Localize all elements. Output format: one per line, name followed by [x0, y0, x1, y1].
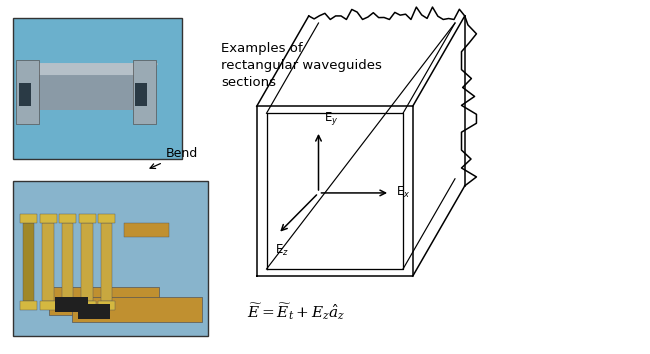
FancyBboxPatch shape — [62, 223, 73, 301]
FancyBboxPatch shape — [81, 223, 93, 301]
Text: Bend: Bend — [150, 148, 198, 169]
FancyBboxPatch shape — [79, 214, 96, 223]
FancyBboxPatch shape — [72, 297, 202, 322]
FancyBboxPatch shape — [16, 60, 39, 124]
FancyBboxPatch shape — [79, 301, 96, 310]
FancyBboxPatch shape — [133, 60, 156, 124]
FancyBboxPatch shape — [124, 223, 169, 237]
FancyBboxPatch shape — [19, 83, 31, 106]
FancyBboxPatch shape — [40, 214, 57, 223]
FancyBboxPatch shape — [40, 301, 57, 310]
Text: Examples of
rectangular waveguides
sections: Examples of rectangular waveguides secti… — [221, 42, 382, 90]
FancyBboxPatch shape — [20, 65, 150, 74]
FancyBboxPatch shape — [98, 301, 115, 310]
FancyBboxPatch shape — [55, 297, 88, 312]
FancyBboxPatch shape — [20, 214, 37, 223]
FancyBboxPatch shape — [135, 83, 147, 106]
FancyBboxPatch shape — [13, 18, 182, 159]
Text: E$_x$: E$_x$ — [396, 185, 411, 200]
FancyBboxPatch shape — [20, 74, 150, 110]
FancyBboxPatch shape — [59, 301, 76, 310]
FancyBboxPatch shape — [42, 223, 54, 301]
Polygon shape — [20, 64, 157, 74]
FancyBboxPatch shape — [59, 214, 76, 223]
FancyBboxPatch shape — [98, 214, 115, 223]
Text: E$_y$: E$_y$ — [324, 110, 338, 127]
FancyBboxPatch shape — [49, 287, 159, 315]
FancyBboxPatch shape — [78, 304, 111, 319]
FancyBboxPatch shape — [20, 301, 37, 310]
Text: $\widetilde{E} = \widetilde{E}_t + E_z\hat{a}_z$: $\widetilde{E} = \widetilde{E}_t + E_z\h… — [247, 301, 346, 322]
FancyBboxPatch shape — [23, 223, 34, 301]
Text: E$_z$: E$_z$ — [275, 242, 289, 258]
FancyBboxPatch shape — [101, 223, 112, 301]
FancyBboxPatch shape — [13, 181, 208, 336]
